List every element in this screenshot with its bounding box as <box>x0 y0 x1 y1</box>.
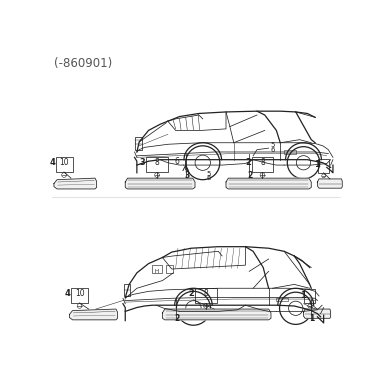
Polygon shape <box>317 179 342 188</box>
Text: 2: 2 <box>174 314 179 323</box>
Bar <box>284 150 296 154</box>
Text: 5: 5 <box>207 171 211 177</box>
Polygon shape <box>226 178 311 189</box>
Text: 3: 3 <box>184 171 189 180</box>
Text: 5: 5 <box>271 142 275 148</box>
Text: 6: 6 <box>174 157 179 166</box>
Bar <box>165 265 173 273</box>
Text: 1: 1 <box>314 160 319 170</box>
Polygon shape <box>125 178 195 189</box>
Text: 8: 8 <box>155 158 159 167</box>
Text: 1: 1 <box>309 314 314 323</box>
Text: (-860901): (-860901) <box>54 56 112 69</box>
Bar <box>55 157 73 172</box>
Bar <box>276 298 288 301</box>
Text: 2: 2 <box>245 158 251 167</box>
Text: 2: 2 <box>247 171 252 180</box>
Text: 6: 6 <box>271 147 275 153</box>
Bar <box>152 265 162 273</box>
Text: 8: 8 <box>260 158 265 167</box>
Text: 3: 3 <box>140 158 146 167</box>
Polygon shape <box>304 309 331 318</box>
Text: 6: 6 <box>207 176 211 181</box>
Bar <box>318 159 329 173</box>
Bar <box>146 157 168 172</box>
Text: 2: 2 <box>189 289 195 298</box>
Bar <box>304 289 315 303</box>
Bar <box>71 288 88 303</box>
Text: 4: 4 <box>65 289 71 298</box>
Polygon shape <box>70 309 118 320</box>
Text: 8: 8 <box>204 289 208 298</box>
Text: H: H <box>155 269 159 274</box>
Text: 1: 1 <box>299 291 306 299</box>
Polygon shape <box>162 309 271 320</box>
Text: 10: 10 <box>59 158 69 167</box>
Bar <box>124 285 130 296</box>
Bar <box>252 157 273 172</box>
Bar <box>135 136 141 150</box>
Polygon shape <box>54 178 97 189</box>
Text: 10: 10 <box>75 289 84 298</box>
Bar <box>195 288 217 303</box>
Text: 4: 4 <box>49 158 55 167</box>
